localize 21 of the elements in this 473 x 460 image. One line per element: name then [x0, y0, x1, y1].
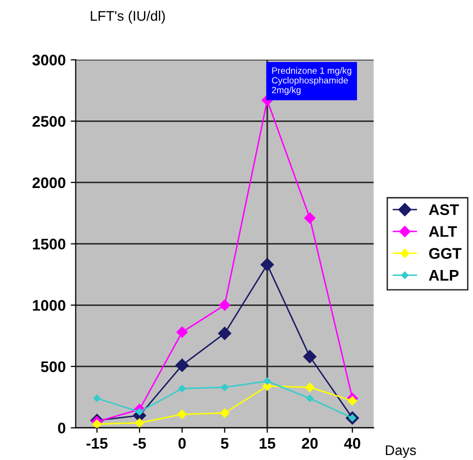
legend-label: ALT: [428, 226, 457, 237]
legend-label: AST: [428, 204, 459, 216]
x-tick-label: 5: [220, 438, 228, 449]
legend-label: ALP: [428, 270, 459, 281]
y-tick-label: 3000: [32, 54, 66, 66]
ref-line-label: Prednizone 1 mg/kg Cyclophosphamide 2mg/kg: [272, 67, 352, 96]
y-axis-title: LFT's (IU/dl): [90, 10, 165, 24]
x-tick-label: -15: [86, 438, 108, 449]
y-tick-label: 1000: [32, 300, 66, 311]
y-tick-label: 0: [58, 422, 66, 434]
x-tick-label: 20: [302, 438, 318, 449]
y-tick-label: 2000: [32, 177, 66, 188]
x-tick-label: 0: [178, 438, 186, 449]
y-tick-label: 500: [40, 361, 66, 372]
x-tick-label: -5: [133, 438, 146, 449]
y-tick-label: 1500: [32, 238, 66, 250]
legend-label: GGT: [429, 248, 462, 259]
y-tick-label: 2500: [32, 116, 66, 127]
x-tick-label: 40: [344, 438, 360, 449]
x-axis-title: Days: [386, 445, 416, 458]
x-tick-label: 15: [260, 438, 276, 449]
